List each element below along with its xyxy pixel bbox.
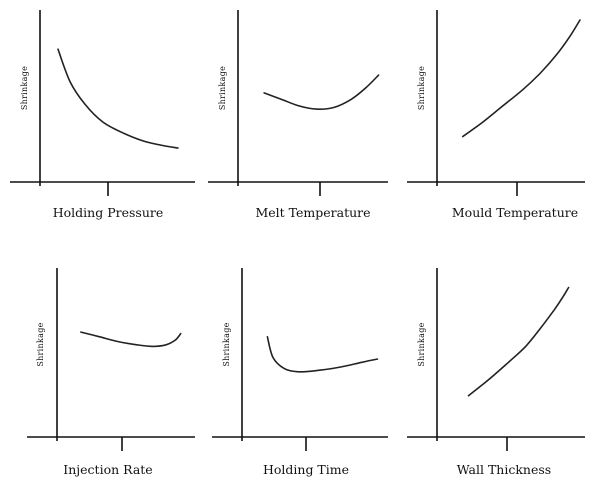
shrinkage-curve [263,74,380,111]
shrinkage-curve [57,48,179,149]
shrinkage-curve [467,286,570,397]
y-axis-label: Shrinkage [222,322,231,366]
x-axis-label: Holding Time [263,462,349,477]
chart-panel-2: Melt Temperature Shrinkage [208,10,388,220]
chart-panel-3: Mould Temperature Shrinkage [407,10,585,220]
chart-panel-4: Injection Rate Shrinkage [27,268,195,477]
chart-panel-6: Wall Thickness Shrinkage [407,268,585,477]
chart-panel-5: Holding Time Shrinkage [212,268,388,477]
x-axis-label: Melt Temperature [255,205,370,220]
x-axis-label: Mould Temperature [452,205,578,220]
y-axis-label: Shrinkage [417,66,426,110]
chart-panel-1: Holding Pressure Shrinkage [10,10,195,220]
shrinkage-curve [80,331,182,348]
y-axis-label: Shrinkage [20,66,29,110]
shrinkage-curve [266,336,379,373]
y-axis-label: Shrinkage [218,66,227,110]
x-axis-label: Wall Thickness [457,462,551,477]
shrinkage-curve [461,19,581,138]
y-axis-label: Shrinkage [36,322,45,366]
x-axis-label: Injection Rate [63,462,152,477]
y-axis-label: Shrinkage [417,322,426,366]
x-axis-label: Holding Pressure [53,205,164,220]
